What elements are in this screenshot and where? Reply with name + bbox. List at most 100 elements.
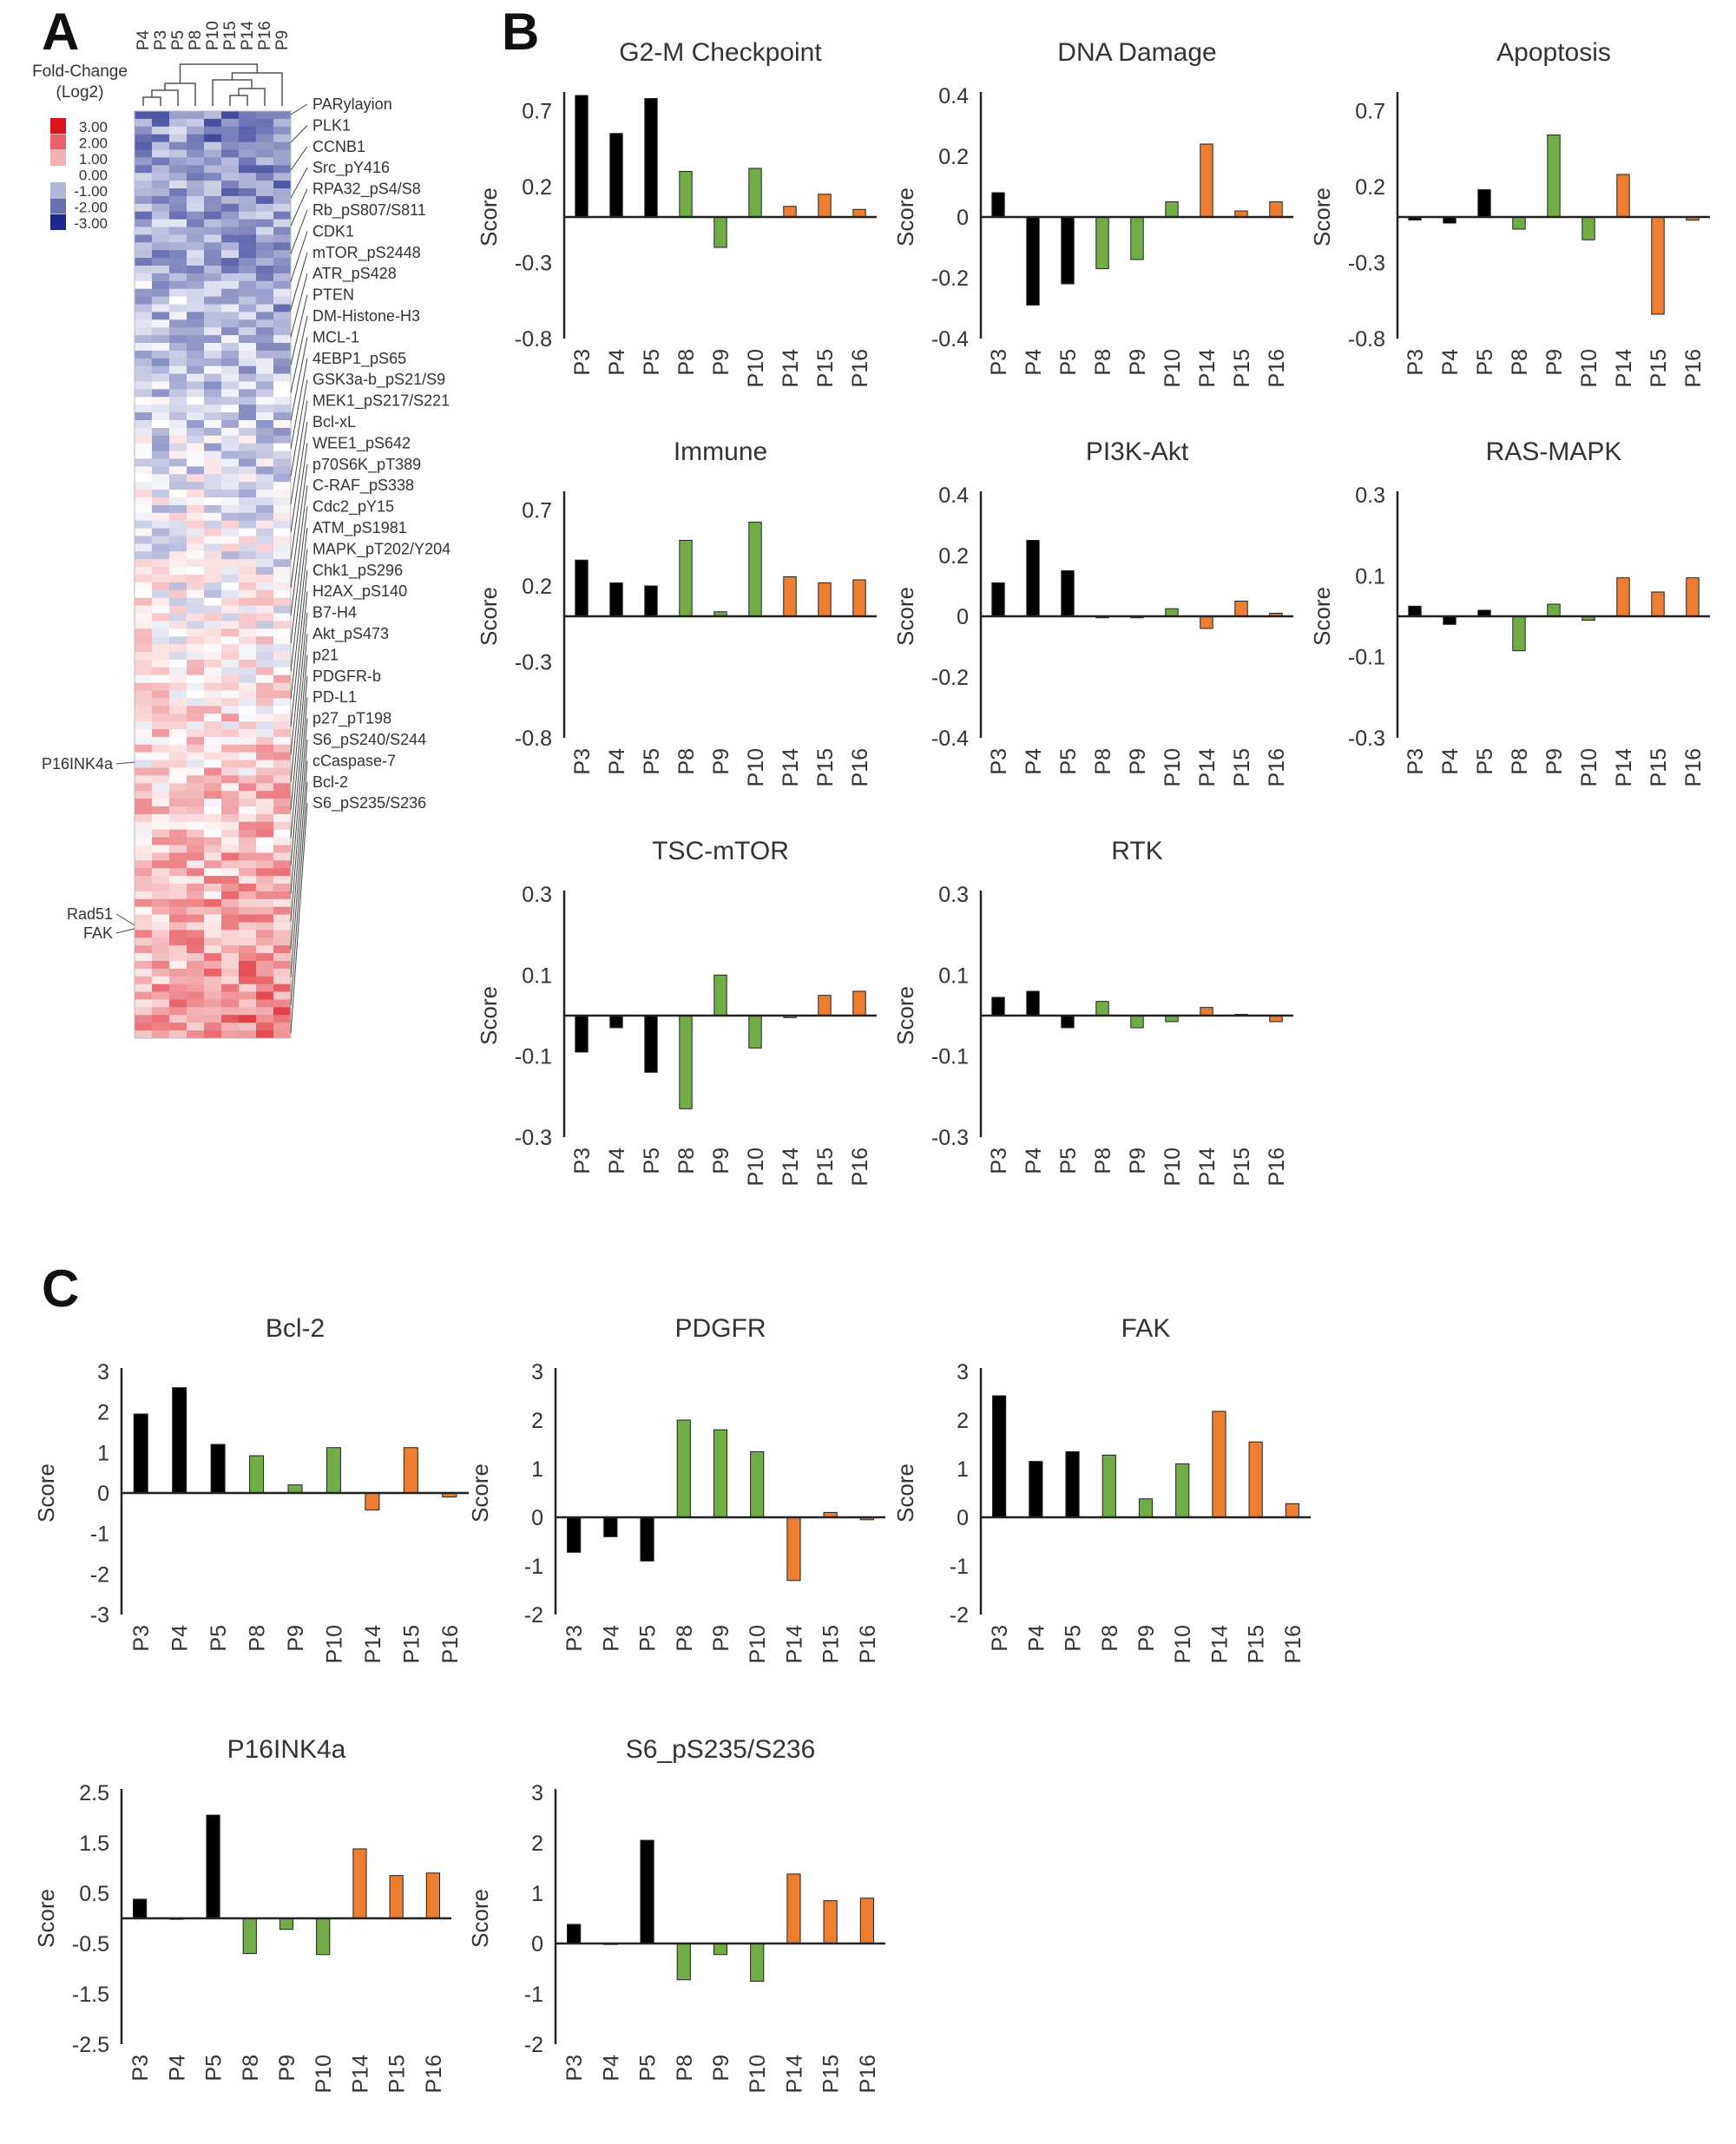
heatmap-cell xyxy=(187,389,205,398)
heatmap-cell xyxy=(273,829,292,838)
heatmap-cell xyxy=(169,559,187,568)
heatmap-cell xyxy=(273,296,292,305)
heatmap-cell xyxy=(273,682,292,691)
heatmap-cell xyxy=(273,983,292,992)
heatmap-cell xyxy=(169,652,187,661)
heatmap-cell xyxy=(152,389,170,398)
heatmap-cell xyxy=(221,991,240,1000)
heatmap-cell xyxy=(204,937,222,946)
heatmap-cell xyxy=(187,884,205,892)
heatmap-cell xyxy=(169,621,187,629)
chart-rasmapk-xtick-label: P15 xyxy=(1647,748,1671,786)
heatmap-cell xyxy=(187,273,205,282)
chart-pi3k-xtick-label: P3 xyxy=(987,748,1011,775)
chart-tscmtor-bar-p10 xyxy=(748,1015,762,1049)
heatmap-cell xyxy=(152,280,170,290)
heatmap-cell xyxy=(135,852,153,861)
heatmap-cell xyxy=(256,373,274,382)
heatmap-cell xyxy=(135,404,153,413)
heatmap-cell xyxy=(273,752,292,760)
heatmap-cell xyxy=(256,891,274,900)
heatmap-cell xyxy=(135,582,153,591)
chart-tscmtor-xtick-label: P9 xyxy=(709,1148,733,1174)
heatmap-cell xyxy=(273,852,292,861)
heatmap-cell xyxy=(273,937,292,946)
heatmap-cell xyxy=(169,118,187,128)
heatmap-cell xyxy=(239,427,257,437)
chart-p16-title: P16INK4a xyxy=(227,1735,346,1764)
heatmap-row-label-akt-ps473: Akt_pS473 xyxy=(312,625,389,643)
chart-fak-bar-p16 xyxy=(1285,1503,1299,1518)
heatmap-cell xyxy=(239,111,257,120)
heatmap-cell xyxy=(239,644,257,653)
heatmap-cell xyxy=(204,821,222,831)
heatmap-cell xyxy=(187,605,205,614)
heatmap-cell xyxy=(273,490,292,498)
heatmap-cell xyxy=(239,134,257,142)
heatmap-cell xyxy=(221,945,240,954)
heatmap-cell xyxy=(273,621,292,629)
heatmap-cell xyxy=(256,111,274,120)
heatmap-cell xyxy=(204,126,222,135)
heatmap-cell xyxy=(187,999,205,1008)
heatmap-cell xyxy=(239,412,257,421)
heatmap-cell xyxy=(169,381,187,390)
heatmap-cell xyxy=(256,280,274,290)
heatmap-cell xyxy=(204,783,222,792)
heatmap-cell xyxy=(221,891,240,900)
heatmap-cell xyxy=(204,458,222,467)
heatmap-cell xyxy=(221,551,240,560)
heatmap-cell xyxy=(152,420,170,429)
heatmap-cell xyxy=(239,589,257,599)
heatmap-cell xyxy=(135,783,153,792)
heatmap-cell xyxy=(187,443,205,451)
heatmap-cell xyxy=(221,288,240,297)
heatmap-cell xyxy=(221,1007,240,1016)
heatmap-cell xyxy=(169,528,187,536)
chart-tscmtor-title: TSC-mTOR xyxy=(652,837,789,865)
heatmap-leader-line xyxy=(290,209,308,254)
heatmap-leader-line xyxy=(290,654,308,839)
heatmap-cell xyxy=(239,876,257,885)
heatmap-legend-value: -1.00 xyxy=(74,183,108,200)
heatmap-cell xyxy=(169,760,187,768)
heatmap-cell xyxy=(204,968,222,977)
heatmap-cell xyxy=(187,559,205,568)
heatmap-cell xyxy=(256,242,274,251)
heatmap-cell xyxy=(273,234,292,243)
heatmap-column-label: P5 xyxy=(169,30,187,50)
heatmap-cell xyxy=(239,884,257,892)
heatmap-cell xyxy=(204,250,222,259)
heatmap-cell xyxy=(152,845,170,853)
chart-bcl2-bar-p4 xyxy=(172,1387,187,1494)
heatmap-cell xyxy=(187,567,205,575)
chart-p16-ylabel: Score xyxy=(33,1889,59,1948)
heatmap-cell xyxy=(221,937,240,946)
chart-pdgfr-ytick-label: 3 xyxy=(531,1360,543,1384)
heatmap-cell xyxy=(187,876,205,885)
heatmap-cell xyxy=(273,999,292,1008)
heatmap-cell xyxy=(273,397,292,405)
heatmap-cell xyxy=(135,860,153,869)
heatmap-cell xyxy=(204,799,222,807)
chart-pi3k-xtick-label: P14 xyxy=(1195,748,1220,787)
heatmap-cell xyxy=(187,234,205,243)
heatmap-cell xyxy=(135,736,153,746)
chart-pdgfr-bar-p14 xyxy=(786,1516,801,1582)
heatmap-cell xyxy=(256,775,274,784)
heatmap-cell xyxy=(239,335,257,344)
heatmap-cell xyxy=(256,543,274,552)
heatmap-cell xyxy=(204,983,222,992)
chart-rtk-ytick-label: 0.1 xyxy=(938,963,969,988)
chart-pi3k-ylabel: Score xyxy=(892,587,918,646)
heatmap-cell xyxy=(152,930,170,938)
heatmap-cell xyxy=(239,806,257,815)
chart-pdgfr-ytick-label: -2 xyxy=(524,1603,543,1628)
heatmap-cell xyxy=(187,729,205,738)
heatmap-cell xyxy=(256,451,274,459)
heatmap-cell xyxy=(152,343,170,352)
chart-apoptosis-bar-p5 xyxy=(1477,189,1491,218)
heatmap-cell xyxy=(187,891,205,900)
